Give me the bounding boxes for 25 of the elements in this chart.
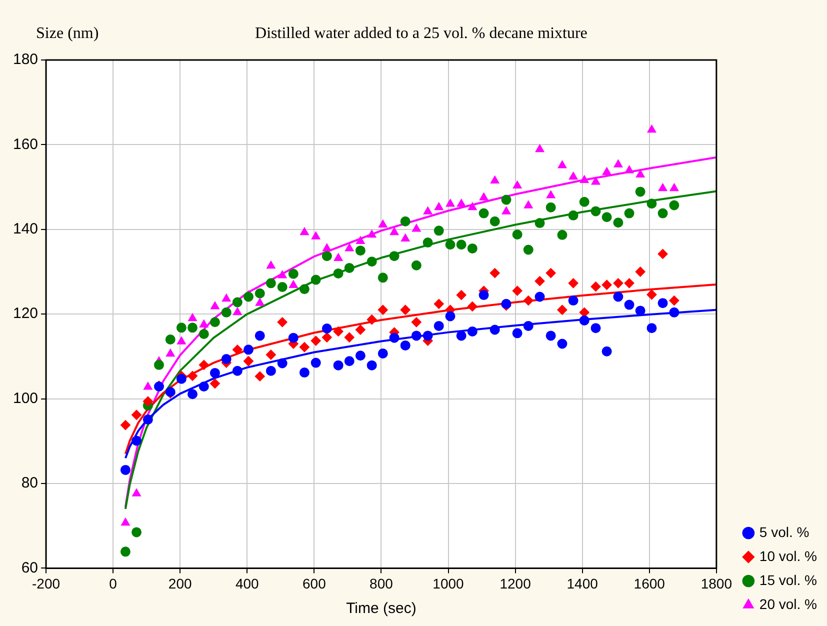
x-tick-label: 1200 (500, 575, 532, 592)
y-tick-label: 180 (12, 51, 38, 68)
x-tick-label: 400 (235, 575, 260, 592)
y-tick-label: 60 (21, 559, 38, 576)
legend-label: 15 vol. % (759, 572, 818, 588)
legend-label: 10 vol. % (759, 548, 818, 564)
y-tick-label: 140 (12, 220, 38, 238)
x-tick-label: 600 (302, 575, 326, 592)
x-tick-label: 200 (168, 575, 192, 592)
x-tick-label: 1800 (700, 575, 732, 592)
legend-label: 5 vol. % (759, 524, 810, 540)
y-tick-label: 80 (21, 474, 38, 492)
x-tick-label: -200 (32, 575, 60, 592)
x-tick-label: 1400 (566, 575, 598, 592)
chart-title: Distilled water added to a 25 vol. % decane mixture (255, 25, 588, 42)
y-tick-label: 160 (12, 136, 38, 153)
legend-label: 20 vol. % (759, 596, 818, 612)
x-tick-label: 1000 (432, 575, 464, 592)
y-axis-title: Size (nm) (36, 25, 99, 42)
x-tick-label: 1600 (634, 575, 666, 592)
x-tick-label: 0 (109, 575, 118, 592)
x-tick-label: 800 (370, 575, 394, 592)
y-tick-label: 120 (12, 305, 38, 322)
x-axis-title: Time (sec) (346, 600, 416, 618)
y-tick-label: 100 (12, 390, 38, 407)
